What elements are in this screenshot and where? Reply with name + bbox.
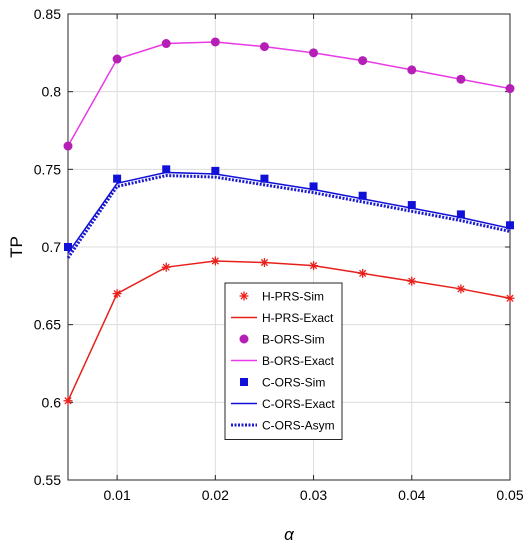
legend-item-h-prs-exact: H-PRS-Exact (231, 311, 334, 325)
series-line-b-ors-exact (67, 41, 511, 147)
series-line-c-ors-exact (67, 171, 511, 254)
series-b-ors-sim (63, 37, 515, 151)
data-point-h-prs-sim (161, 262, 171, 272)
x-tick-label: 0.04 (398, 487, 425, 503)
data-point-b-ors-sim (309, 48, 319, 58)
data-point-c-ors-sim (456, 210, 465, 219)
data-point-h-prs-sim (63, 396, 73, 406)
legend-swatch (239, 334, 249, 344)
data-point-c-ors-sim (309, 182, 318, 191)
x-tick-label: 0.05 (496, 487, 523, 503)
data-point-b-ors-sim (161, 39, 171, 49)
data-point-c-ors-sim (358, 191, 367, 200)
y-tick-label: 0.6 (42, 394, 62, 410)
y-tick-label: 0.65 (34, 317, 61, 333)
legend-label: H-PRS-Exact (262, 311, 334, 325)
legend-label: C-ORS-Asym (262, 419, 335, 433)
y-tick-label: 0.75 (34, 161, 61, 177)
legend-label: C-ORS-Sim (262, 376, 325, 390)
data-point-h-prs-sim (210, 256, 220, 266)
y-axis-label: TP (7, 236, 26, 258)
grid (68, 13, 511, 481)
legend-swatch (239, 291, 249, 301)
legend-label: H-PRS-Sim (262, 290, 324, 304)
y-tick-label: 0.55 (34, 472, 61, 488)
legend-item-c-ors-asym: C-ORS-Asym (231, 419, 335, 433)
legend-swatch (240, 378, 248, 386)
legend-label: B-ORS-Exact (262, 354, 335, 368)
legend-label: B-ORS-Sim (262, 333, 325, 347)
x-tick-label: 0.03 (300, 487, 327, 503)
legend-item-c-ors-exact: C-ORS-Exact (231, 397, 335, 411)
data-point-b-ors-sim (505, 84, 515, 94)
data-point-c-ors-sim (113, 174, 122, 183)
legend-item-h-prs-sim: H-PRS-Sim (239, 290, 324, 304)
y-tick-label: 0.8 (42, 84, 62, 100)
data-point-c-ors-sim (162, 165, 171, 174)
data-point-c-ors-sim (260, 174, 269, 183)
data-point-h-prs-sim (358, 268, 368, 278)
data-point-b-ors-sim (407, 65, 417, 75)
data-point-h-prs-sim (112, 289, 122, 299)
data-point-b-ors-sim (63, 141, 73, 151)
x-tick-label: 0.01 (103, 487, 130, 503)
series-line-h-prs-exact (67, 260, 511, 402)
data-point-c-ors-sim (64, 243, 72, 251)
data-point-b-ors-sim (456, 74, 466, 84)
x-axis-label: α (284, 525, 295, 544)
data-point-h-prs-sim (309, 261, 319, 271)
data-point-b-ors-sim (358, 56, 368, 66)
data-point-c-ors-sim (211, 166, 220, 175)
series-c-ors-sim (64, 165, 514, 251)
x-tick-label: 0.02 (202, 487, 229, 503)
series-b-ors-exact (67, 41, 511, 147)
legend-item-b-ors-sim: B-ORS-Sim (239, 333, 325, 347)
legend-item-b-ors-exact: B-ORS-Exact (231, 354, 335, 368)
data-point-c-ors-sim (506, 221, 514, 230)
series-c-ors-exact (67, 171, 511, 254)
y-tick-label: 0.7 (42, 239, 62, 255)
series-h-prs-exact (67, 260, 511, 402)
legend-item-c-ors-sim: C-ORS-Sim (240, 376, 325, 390)
data-point-h-prs-sim (505, 293, 515, 303)
legend: H-PRS-Sim H-PRS-Exact B-ORS-Sim B-ORS-Exact… (224, 282, 343, 440)
data-point-b-ors-sim (112, 54, 122, 64)
series-line-c-ors-asym (66, 174, 511, 259)
series-c-ors-asym (66, 174, 511, 259)
data-point-h-prs-sim (456, 284, 466, 294)
series-h-prs-sim (63, 256, 515, 406)
data-point-h-prs-sim (259, 258, 269, 268)
data-point-b-ors-sim (259, 42, 269, 52)
data-point-c-ors-sim (407, 201, 416, 210)
data-point-b-ors-sim (210, 37, 220, 47)
data-point-h-prs-sim (407, 276, 417, 286)
legend-label: C-ORS-Exact (262, 397, 335, 411)
y-tick-label: 0.85 (34, 6, 61, 22)
